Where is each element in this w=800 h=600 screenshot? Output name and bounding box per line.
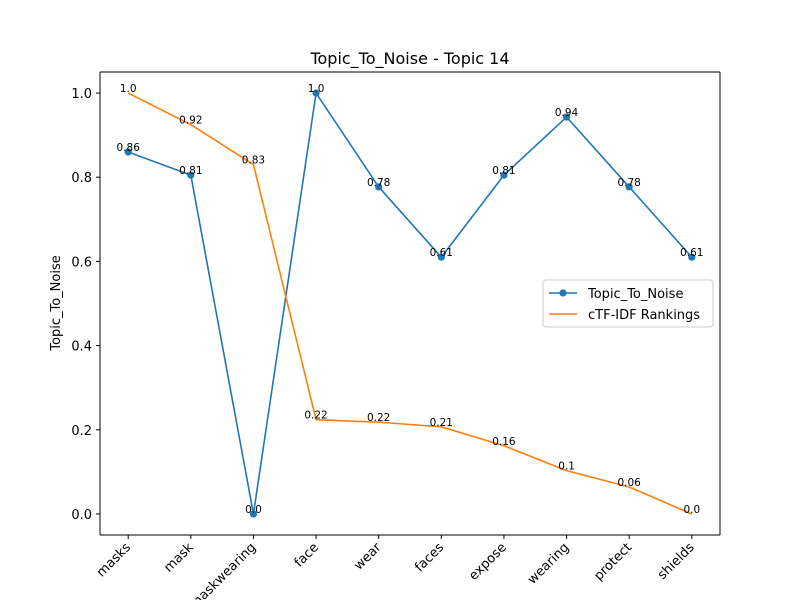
series-0-data-label: 0.81 <box>492 165 515 177</box>
series-0-data-label: 0.86 <box>117 142 141 154</box>
series-0-point <box>187 171 195 179</box>
series-0-data-label: 0.0 <box>245 504 262 516</box>
y-tick-label: 0.4 <box>71 340 92 355</box>
x-tick-label: shields <box>655 540 698 583</box>
series-0-point <box>625 183 633 191</box>
series-0-data-label: 0.81 <box>179 165 202 177</box>
x-tick-label: face <box>292 540 322 570</box>
y-tick-label: 1.0 <box>71 87 92 102</box>
series-0-point <box>437 253 445 261</box>
series-0-data-label: 0.61 <box>430 247 453 259</box>
x-tick-label: mask <box>161 540 197 576</box>
x-tick-label: maskwearing <box>187 540 259 600</box>
y-tick-label: 0.2 <box>71 424 92 439</box>
legend-marker-0 <box>559 289 567 297</box>
legend-box <box>542 279 714 328</box>
y-axis-label: Topic_To_Noise <box>49 255 64 351</box>
x-tick-label: faces <box>412 540 447 575</box>
series-1-data-label: 0.0 <box>683 504 700 516</box>
series-0-point <box>312 89 320 97</box>
series-0-data-label: 1.0 <box>308 83 325 95</box>
x-tick-label: masks <box>94 540 134 580</box>
series-0-data-label: 0.78 <box>617 177 640 189</box>
chart-title: Topic_To_Noise - Topic 14 <box>309 49 509 69</box>
series-0-data-label: 0.61 <box>680 247 703 259</box>
x-tick-label: expose <box>466 540 509 583</box>
legend: Topic_To_Noise cTF-IDF Rankings <box>542 279 714 328</box>
series-0-point <box>124 148 132 156</box>
series-0-point <box>500 171 508 179</box>
x-tick-label: wear <box>351 540 385 574</box>
x-tick-label: wearing <box>525 540 572 587</box>
series-0-point <box>249 510 258 518</box>
series-0-data-label: 0.94 <box>555 107 579 119</box>
y-tick-label: 0.0 <box>71 508 92 523</box>
y-tick-label: 0.8 <box>71 171 92 186</box>
series-1-data-label: 0.22 <box>304 410 327 422</box>
series-1-data-label: 0.83 <box>242 155 265 167</box>
series-1-data-label: 1.0 <box>120 83 137 95</box>
series-1-data-label: 0.22 <box>367 412 390 424</box>
series-1-data-label: 0.06 <box>617 477 641 489</box>
series-0-point <box>688 253 696 261</box>
series-line-0 <box>127 92 693 515</box>
legend-label-1: cTF-IDF Rankings <box>588 308 700 323</box>
x-tick-label: protect <box>591 540 635 584</box>
series-1-data-label: 0.92 <box>179 115 202 127</box>
y-tick-label: 0.6 <box>71 255 92 270</box>
series-1-data-label: 0.1 <box>558 461 575 473</box>
legend-label-0: Topic_To_Noise <box>587 287 683 302</box>
series-0-point <box>375 183 383 191</box>
series-line-1 <box>127 92 693 515</box>
series-0-data-label: 0.78 <box>367 177 390 189</box>
series-1-data-label: 0.16 <box>492 436 516 448</box>
series-0-point <box>562 113 571 121</box>
series-1-data-label: 0.21 <box>430 417 453 429</box>
